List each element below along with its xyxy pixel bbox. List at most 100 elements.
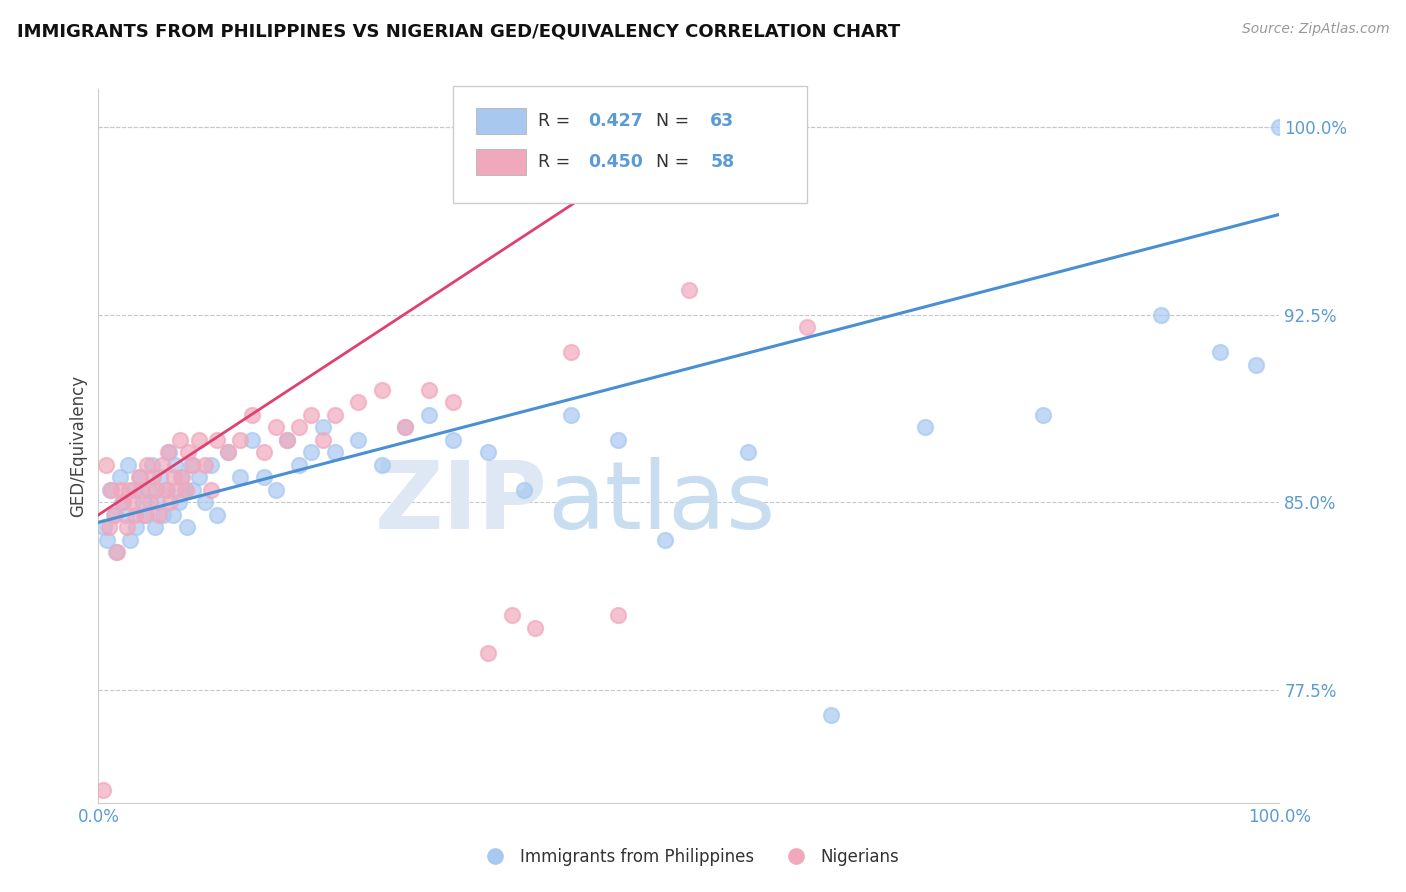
Point [1150, 308, 1173, 322]
Point [347, 395, 370, 409]
Point [105, 545, 128, 559]
Point [94, 458, 117, 472]
Point [177, 445, 200, 459]
Point [120, 533, 142, 547]
Point [323, 445, 346, 459]
Point [323, 408, 346, 422]
Point [105, 545, 128, 559]
Point [1268, 120, 1291, 134]
Point [654, 533, 676, 547]
Point [152, 508, 174, 522]
Point [501, 607, 523, 622]
Point [194, 458, 217, 472]
Point [125, 520, 148, 534]
Point [157, 445, 180, 459]
Point [150, 458, 173, 472]
Point [299, 408, 322, 422]
Point [205, 433, 228, 447]
Point [103, 508, 125, 522]
Text: ZIP: ZIP [374, 457, 547, 549]
Text: 58: 58 [710, 153, 734, 171]
Point [371, 458, 394, 472]
Point [91, 783, 114, 797]
Point [115, 520, 138, 534]
FancyBboxPatch shape [453, 86, 807, 203]
Point [394, 420, 416, 434]
Point [172, 470, 194, 484]
Point [159, 495, 181, 509]
Point [156, 483, 179, 497]
Point [181, 458, 204, 472]
Point [312, 420, 335, 434]
Point [180, 458, 202, 472]
Point [124, 508, 146, 522]
Point [128, 470, 150, 484]
Point [512, 483, 534, 497]
Point [142, 470, 165, 484]
Point [98, 483, 121, 497]
Point [139, 495, 162, 509]
Point [96, 533, 118, 547]
Point [149, 470, 172, 484]
Point [441, 395, 464, 409]
Text: atlas: atlas [547, 457, 776, 549]
FancyBboxPatch shape [477, 149, 526, 175]
Point [128, 470, 150, 484]
Point [1244, 358, 1267, 372]
Point [157, 445, 180, 459]
Point [169, 433, 191, 447]
Point [253, 445, 276, 459]
Point [165, 458, 187, 472]
Point [174, 483, 197, 497]
Point [276, 433, 298, 447]
Point [146, 495, 169, 509]
Text: 63: 63 [710, 112, 734, 130]
Point [170, 470, 193, 484]
Point [100, 483, 122, 497]
Point [560, 408, 582, 422]
Point [607, 433, 630, 447]
Point [111, 495, 134, 509]
Point [477, 646, 499, 660]
Point [117, 458, 139, 472]
Point [98, 520, 121, 534]
Text: N =: N = [655, 153, 695, 171]
Point [112, 495, 135, 509]
Point [560, 345, 582, 359]
Point [187, 433, 209, 447]
Text: Source: ZipAtlas.com: Source: ZipAtlas.com [1241, 22, 1389, 37]
Point [104, 508, 127, 522]
Point [737, 445, 759, 459]
Point [240, 408, 263, 422]
Text: 0.427: 0.427 [589, 112, 644, 130]
Point [122, 483, 145, 497]
Point [796, 320, 818, 334]
Point [165, 483, 187, 497]
Point [914, 420, 936, 434]
Point [135, 508, 157, 522]
Legend: Immigrants from Philippines, Nigerians: Immigrants from Philippines, Nigerians [471, 842, 907, 873]
FancyBboxPatch shape [477, 109, 526, 134]
Point [418, 408, 440, 422]
Point [187, 470, 209, 484]
Text: N =: N = [655, 112, 695, 130]
Point [524, 621, 547, 635]
Point [163, 470, 186, 484]
Point [194, 495, 217, 509]
Point [312, 433, 335, 447]
Point [148, 508, 170, 522]
Point [1032, 408, 1054, 422]
Point [138, 483, 160, 497]
Point [108, 470, 131, 484]
Point [264, 420, 287, 434]
Point [167, 495, 190, 509]
Point [141, 458, 163, 472]
Point [162, 508, 184, 522]
Point [217, 445, 239, 459]
Point [253, 470, 276, 484]
Point [288, 458, 311, 472]
Point [288, 420, 311, 434]
Point [93, 520, 115, 534]
Point [299, 445, 322, 459]
Point [441, 433, 464, 447]
